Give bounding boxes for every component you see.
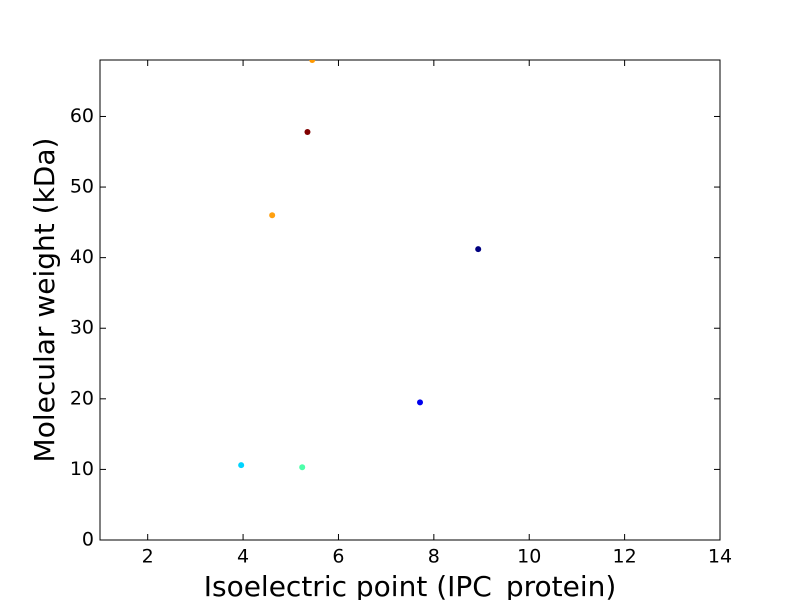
x-tick-label: 12 [613,546,637,568]
point [299,464,306,471]
y-tick-label: 10 [70,458,94,480]
y-tick-label: 30 [70,317,94,339]
x-tick-label: 4 [237,546,249,568]
x-axis-label: Isoelectric point (IPC_protein) [204,570,617,600]
y-tick-label: 20 [70,387,94,409]
points [238,60,482,471]
x-tick-label: 10 [517,546,541,568]
x-tick-label: 6 [332,546,344,568]
point [269,212,276,219]
y-tick-label: 60 [70,105,94,127]
point [475,246,482,253]
x-tick-label: 2 [142,546,154,568]
y-tick-label: 40 [70,246,94,268]
x-tick-label: 8 [428,546,440,568]
point [304,129,311,135]
y-tick-label: 50 [70,176,94,198]
point [309,60,316,63]
point [238,462,245,469]
x-tick-label: 14 [708,546,732,568]
y-tick-label: 0 [82,529,94,551]
plot-frame [99,59,721,541]
y-axis-label: Molecular weight (kDa) [28,138,61,463]
point [417,399,424,406]
